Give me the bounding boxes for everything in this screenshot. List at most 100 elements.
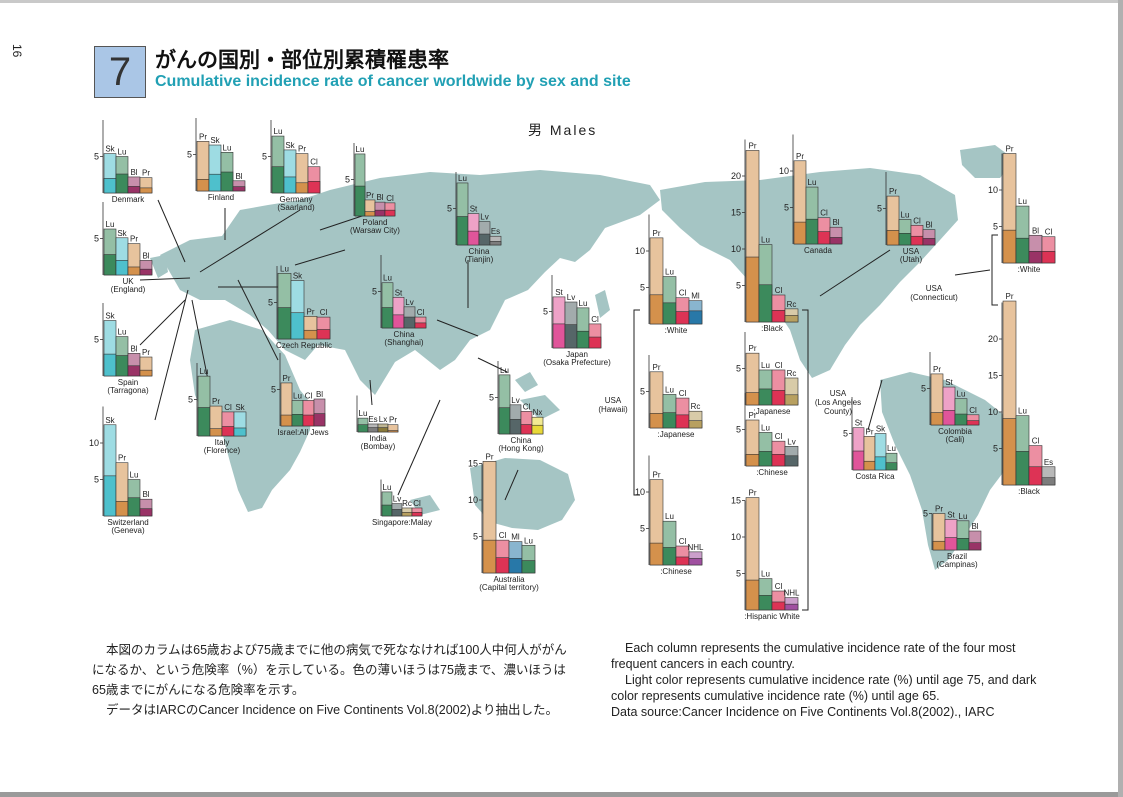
bar-category-label: Lv xyxy=(511,396,519,405)
bar-65 xyxy=(688,310,703,325)
bar-65 xyxy=(115,501,129,517)
bar-65 xyxy=(392,314,405,329)
note-en-para-1: Each column represents the cumulative in… xyxy=(611,641,1016,671)
y-tick-label: 5 xyxy=(473,532,478,542)
bar-category-label: St xyxy=(555,288,563,297)
y-tick-label: 5 xyxy=(187,150,192,160)
bar-65 xyxy=(784,603,799,611)
y-tick-label: 5 xyxy=(640,524,645,534)
bar-category-label: St xyxy=(947,510,955,519)
chart-name-label: Spain xyxy=(118,378,138,387)
bar-category-label: Es xyxy=(491,227,500,236)
bar-category-label: Bl xyxy=(832,218,839,227)
bar-65 xyxy=(208,173,222,192)
bar-category-label: Rc xyxy=(691,402,701,411)
bar-category-label: Pr xyxy=(933,365,941,374)
chart-name-label: Canada xyxy=(804,246,833,255)
bar-65 xyxy=(302,414,315,427)
bar-65 xyxy=(898,233,912,246)
chart-name-label: (Bombay) xyxy=(361,442,396,451)
side-label-los-angeles: (Los Angeles xyxy=(815,398,861,407)
bar-65 xyxy=(649,294,664,325)
bar-category-label: Lv xyxy=(567,293,575,302)
bar-category-label: Lv xyxy=(480,213,488,222)
chart-name-label: China xyxy=(394,330,415,339)
bar-category-label: Pr xyxy=(130,235,138,244)
bar-65 xyxy=(381,504,393,517)
land-shape xyxy=(515,372,538,392)
bar-65 xyxy=(805,218,819,245)
y-tick-label: 5 xyxy=(372,287,377,297)
bar-65 xyxy=(115,173,129,194)
bar-65 xyxy=(817,231,831,245)
bar-65 xyxy=(403,316,416,329)
bar-category-label: Lx xyxy=(379,415,387,424)
bar-65 xyxy=(863,460,876,471)
region-brace-labels: USA(Hawaii)USA(Los AngelesCounty)USA(Con… xyxy=(598,234,998,611)
bar-category-label: Pr xyxy=(283,374,291,383)
bar-65 xyxy=(771,601,786,611)
y-tick-label: 5 xyxy=(447,204,452,214)
bar-65 xyxy=(103,178,117,194)
bar-category-label: Bl xyxy=(925,221,932,230)
bar-category-label: Lu xyxy=(118,328,127,337)
bar-65 xyxy=(221,426,235,437)
bar-category-label: Pr xyxy=(142,169,150,178)
bar-65 xyxy=(745,454,760,467)
bar-category-label: Pr xyxy=(749,489,757,498)
bar-category-label: Pr xyxy=(118,454,126,463)
bar-category-label: St xyxy=(470,205,478,214)
bar-65 xyxy=(280,414,293,427)
bar-category-label: Rc xyxy=(787,300,797,309)
bar-65 xyxy=(357,424,369,433)
bar-category-label: Pr xyxy=(889,187,897,196)
chart-name-label: China xyxy=(469,247,490,256)
bar-65 xyxy=(758,595,773,611)
bar-65 xyxy=(1015,451,1030,486)
page-top-border xyxy=(0,0,1123,3)
country-chart: 5 10 Pr Lu Cl Ml:White xyxy=(635,214,703,335)
bar-65 xyxy=(886,230,900,246)
leader-line xyxy=(397,399,441,496)
leader-line xyxy=(504,469,519,501)
chart-name-label: (England) xyxy=(111,285,146,294)
bar-65 xyxy=(127,497,141,517)
chart-name-label: (Geneva) xyxy=(111,526,145,535)
bar-65 xyxy=(956,538,970,551)
bar-category-label: Sk xyxy=(105,145,115,154)
bar-category-label: Lu xyxy=(901,210,910,219)
y-tick-label: 5 xyxy=(345,175,350,185)
bar-category-label: Cl xyxy=(1045,228,1053,237)
bar-category-label: Pr xyxy=(749,411,757,420)
bar-65 xyxy=(367,427,379,433)
bar-category-label: Bl xyxy=(142,251,149,260)
bar-category-label: Pr xyxy=(653,229,661,238)
bar-65 xyxy=(456,216,469,246)
bar-65 xyxy=(966,420,980,426)
bar-65 xyxy=(649,542,664,566)
bar-category-label: Lu xyxy=(359,409,368,418)
bar-category-label: Lu xyxy=(280,264,289,273)
bar-category-label: Lu xyxy=(761,570,770,579)
bar-65 xyxy=(874,456,887,471)
bar-category-label: St xyxy=(945,378,953,387)
bar-category-label: Lu xyxy=(274,127,283,136)
bar-category-label: Lv xyxy=(393,495,401,504)
bar-65 xyxy=(489,241,502,246)
bar-65 xyxy=(103,254,117,276)
bar-category-label: Cl xyxy=(310,158,318,167)
chart-name-label: (Shanghai) xyxy=(384,338,423,347)
bar-category-label: Bl xyxy=(130,168,137,177)
bar-category-label: St xyxy=(855,419,863,428)
bar-65 xyxy=(771,454,786,467)
bar-category-label: Cl xyxy=(591,315,599,324)
chart-name-label: (Campinas) xyxy=(936,560,978,569)
